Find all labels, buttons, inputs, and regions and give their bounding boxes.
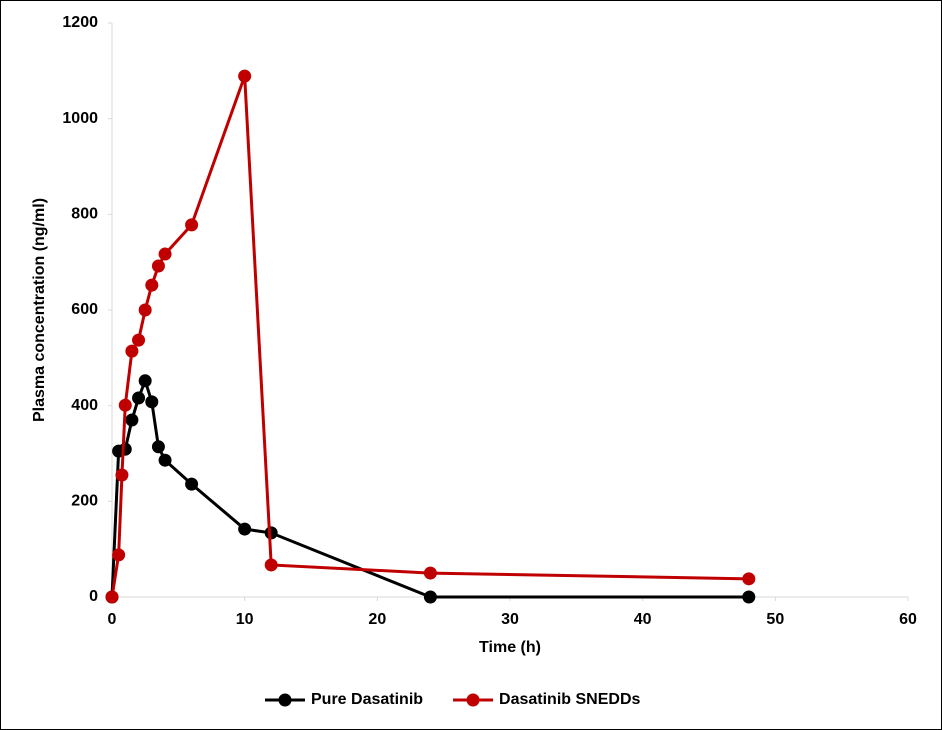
point — [138, 374, 152, 388]
point — [132, 391, 146, 405]
y-tick-label: 1000 — [62, 110, 98, 127]
y-axis-title: Plasma concentration (ng/ml) — [31, 198, 48, 422]
point — [138, 303, 152, 317]
legend-label: Pure Dasatinib — [311, 691, 423, 708]
point — [118, 442, 132, 456]
x-tick-label: 10 — [236, 611, 254, 628]
y-tick-label: 600 — [71, 301, 98, 318]
point — [132, 333, 146, 347]
point — [742, 572, 756, 586]
point — [105, 590, 119, 604]
point — [115, 468, 129, 482]
legend-marker — [278, 693, 292, 707]
point — [158, 453, 172, 467]
point — [423, 590, 437, 604]
point — [158, 247, 172, 261]
point — [423, 566, 437, 580]
x-tick-label: 60 — [899, 611, 917, 628]
point — [151, 259, 165, 273]
point — [151, 440, 165, 454]
x-tick-label: 50 — [766, 611, 784, 628]
y-tick-label: 800 — [71, 206, 98, 223]
y-tick-label: 200 — [71, 493, 98, 510]
point — [145, 278, 159, 292]
y-tick-label: 0 — [89, 588, 98, 605]
y-tick-label: 400 — [71, 397, 98, 414]
x-tick-label: 0 — [108, 611, 117, 628]
legend-label: Dasatinib SNEDDs — [499, 691, 640, 708]
x-tick-label: 20 — [368, 611, 386, 628]
x-axis-title: Time (h) — [479, 639, 541, 656]
point — [238, 522, 252, 536]
x-tick-label: 40 — [634, 611, 652, 628]
y-tick-label: 1200 — [62, 14, 98, 31]
legend-marker — [466, 693, 480, 707]
point — [185, 477, 199, 491]
point — [145, 395, 159, 409]
point — [118, 398, 132, 412]
point — [742, 590, 756, 604]
point — [185, 218, 199, 232]
point — [125, 413, 139, 427]
point — [238, 69, 252, 83]
x-tick-label: 30 — [501, 611, 519, 628]
point — [112, 548, 126, 562]
point — [264, 558, 278, 572]
point — [125, 344, 139, 358]
